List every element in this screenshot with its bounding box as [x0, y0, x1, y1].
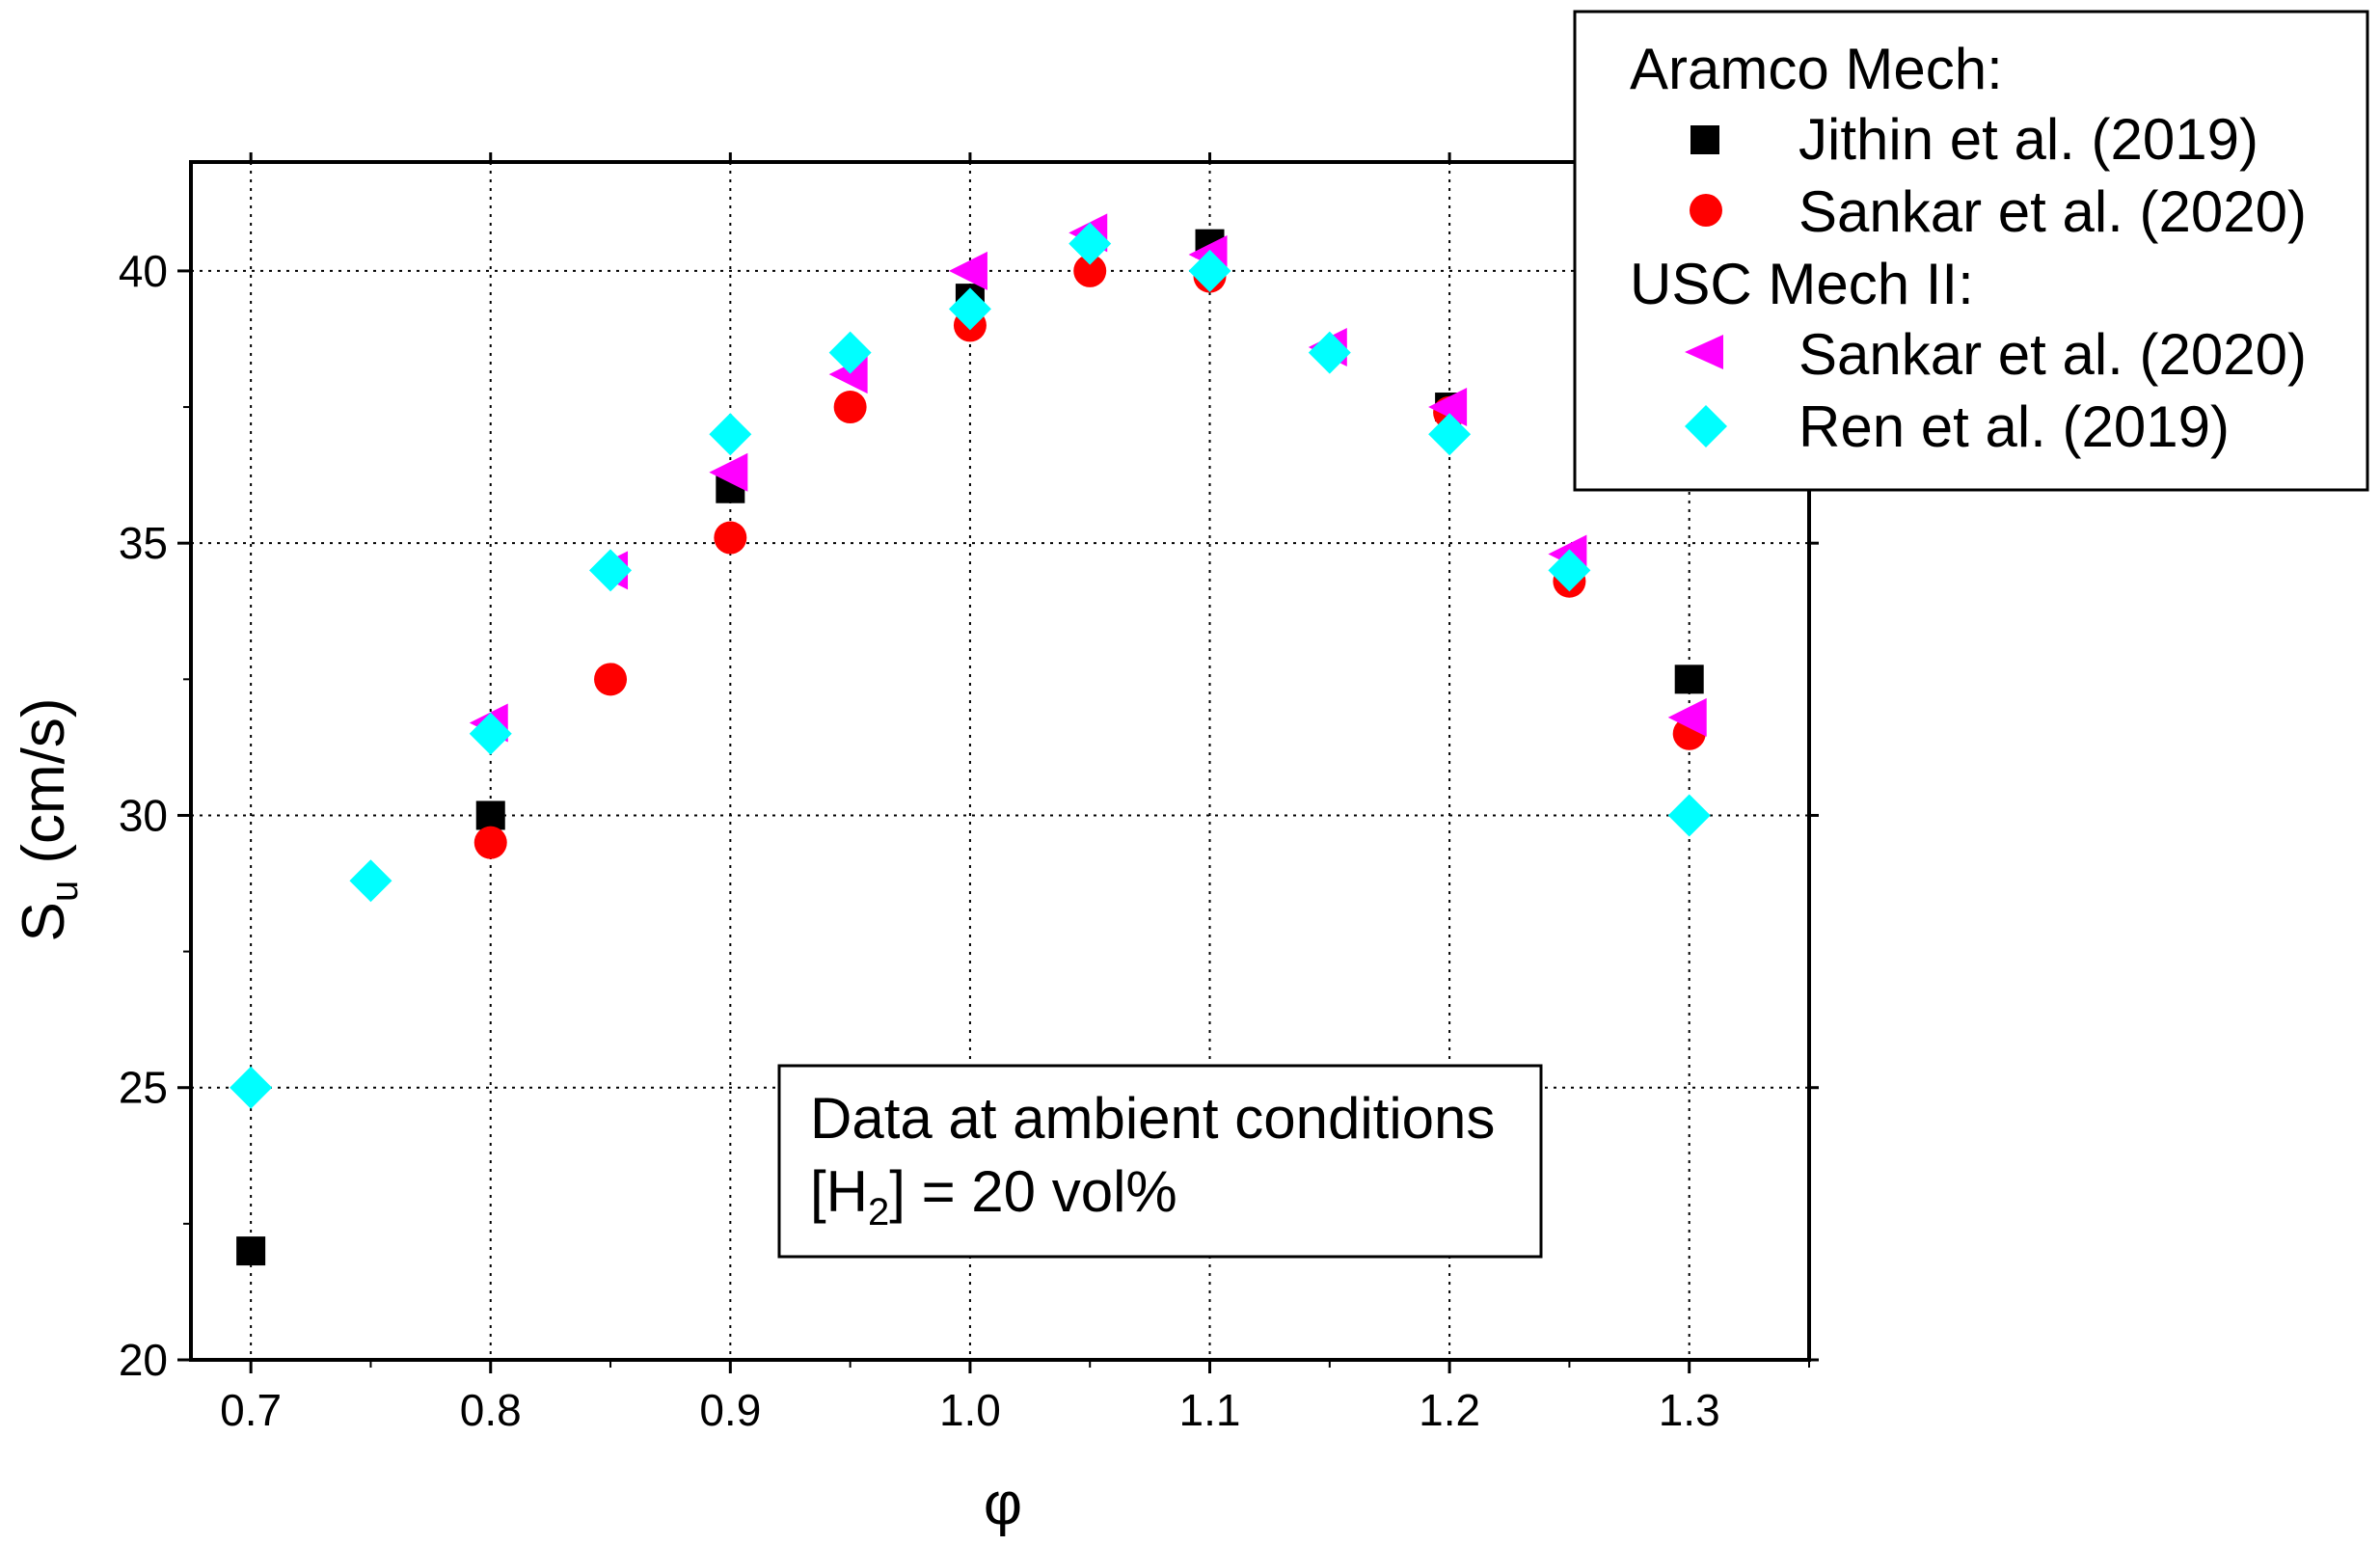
legend: Aramco Mech: Jithin et al. (2019) Sankar… — [1573, 10, 2369, 492]
x-tick-label: 1.1 — [1179, 1385, 1241, 1435]
data-point-series-3 — [1428, 413, 1472, 456]
data-points — [230, 213, 1711, 1266]
x-tick-label: 1.2 — [1419, 1385, 1480, 1435]
y-axis-title-sub: u — [43, 881, 86, 902]
data-point-series-3 — [1068, 222, 1112, 265]
ticks: 0.7 0.8 0.9 1.0 1.1 1.2 1.3 20 25 30 35 40 — [119, 152, 1819, 1435]
data-point-series-1 — [1073, 254, 1107, 287]
legend-label-ren: Ren et al. (2019) — [1799, 394, 2230, 459]
annotation-line-1: Data at ambient conditions — [810, 1086, 1495, 1151]
y-tick-label: 35 — [119, 518, 168, 568]
legend-marker-triangle — [1685, 335, 1723, 369]
data-point-series-3 — [589, 549, 633, 592]
legend-group-1-header: Aramco Mech: — [1630, 37, 2003, 101]
legend-label-jithin: Jithin et al. (2019) — [1799, 107, 2258, 172]
annotation-subscript: 2 — [868, 1191, 889, 1234]
x-tick-label: 1.0 — [939, 1385, 1001, 1435]
series-3 — [230, 222, 1711, 1109]
data-point-series-2 — [1428, 388, 1468, 427]
annotation-prefix: [H — [810, 1159, 868, 1224]
y-tick-label: 25 — [119, 1063, 168, 1113]
data-point-series-3 — [349, 859, 392, 903]
annotation-line-2: [H2] = 20 vol% — [810, 1159, 1177, 1234]
data-point-series-0 — [475, 800, 505, 830]
data-point-series-3 — [1548, 549, 1591, 592]
legend-group-2-header: USC Mech II: — [1630, 252, 1974, 316]
data-point-series-3 — [230, 1066, 273, 1109]
y-tick-label: 20 — [119, 1335, 168, 1385]
data-point-series-2 — [709, 452, 748, 492]
legend-label-sankar-aramco: Sankar et al. (2020) — [1799, 179, 2307, 244]
y-tick-label: 40 — [119, 246, 168, 296]
data-point-series-0 — [1674, 665, 1704, 694]
annotation-box: Data at ambient conditions [H2] = 20 vol… — [777, 1064, 1543, 1259]
y-axis-title: Su (cm/s) — [11, 698, 86, 942]
x-tick-label: 0.7 — [220, 1385, 282, 1435]
y-axis-title-unit: (cm/s) — [11, 698, 77, 881]
data-point-series-3 — [1308, 331, 1351, 374]
data-point-series-3 — [948, 287, 991, 331]
axes — [189, 160, 1811, 1362]
x-tick-label: 0.8 — [460, 1385, 522, 1435]
data-point-series-2 — [948, 251, 987, 290]
data-point-series-3 — [1667, 794, 1711, 837]
legend-marker-diamond — [1685, 405, 1727, 448]
data-point-series-3 — [828, 331, 872, 374]
data-point-series-1 — [714, 521, 747, 555]
y-axis-title-main: S — [11, 902, 77, 941]
annotation-frame — [777, 1064, 1543, 1259]
data-point-series-2 — [1667, 697, 1707, 737]
legend-label-sankar-usc: Sankar et al. (2020) — [1799, 322, 2307, 387]
legend-marker-circle — [1690, 194, 1722, 227]
data-point-series-1 — [833, 391, 867, 424]
x-tick-label: 1.3 — [1659, 1385, 1720, 1435]
x-tick-label: 0.9 — [699, 1385, 761, 1435]
legend-marker-square — [1690, 125, 1719, 154]
data-point-series-1 — [473, 826, 507, 859]
annotation-suffix: ] = 20 vol% — [889, 1159, 1177, 1224]
data-point-series-1 — [594, 663, 628, 696]
data-point-series-3 — [709, 413, 752, 456]
data-point-series-0 — [236, 1236, 266, 1266]
x-axis-title: φ — [984, 1471, 1022, 1537]
data-point-series-3 — [1188, 249, 1231, 292]
y-tick-label: 30 — [119, 790, 168, 840]
data-point-series-3 — [469, 712, 512, 755]
plot-frame — [189, 160, 1811, 1362]
